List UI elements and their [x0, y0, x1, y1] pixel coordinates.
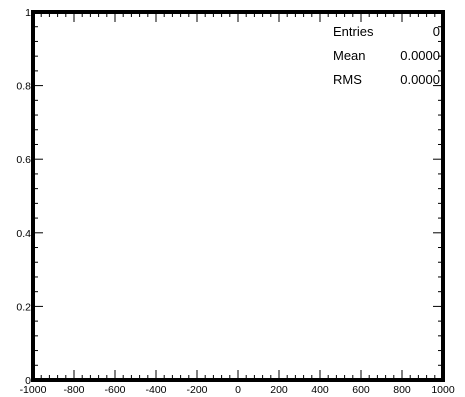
y-tick-label: 1: [25, 7, 31, 19]
y-tick-label: 0: [25, 375, 31, 387]
x-tick-label: 600: [352, 384, 370, 396]
stats-rms-label: RMS: [333, 72, 362, 87]
x-tick-label: 800: [393, 384, 411, 396]
plot-frame: [31, 10, 445, 382]
stats-entries-value: 0: [433, 24, 440, 39]
x-tick-label: 1000: [431, 384, 455, 396]
x-tick-label: 200: [270, 384, 288, 396]
x-axis-tick-labels: -1000 -800 -600 -400 -200 0 200 400 600 800 1000: [20, 384, 455, 396]
stats-mean-label: Mean: [333, 48, 366, 63]
x-tick-label: -200: [186, 384, 207, 396]
x-tick-label: -600: [104, 384, 125, 396]
y-axis: [33, 11, 443, 381]
x-tick-label: 400: [311, 384, 329, 396]
x-tick-label: -400: [145, 384, 166, 396]
stats-box: Entries 0 Mean 0.0000 RMS 0.0000: [333, 24, 440, 87]
stats-rms-value: 0.0000: [400, 72, 440, 87]
y-tick-label: 0.4: [16, 228, 31, 240]
x-tick-label: -1000: [20, 384, 47, 396]
y-tick-label: 0.8: [16, 81, 31, 93]
x-tick-label: -800: [63, 384, 84, 396]
x-tick-label: 0: [235, 384, 241, 396]
stats-entries-label: Entries: [333, 24, 374, 39]
y-tick-label: 0.2: [16, 301, 31, 313]
x-axis: [32, 12, 444, 380]
stats-mean-value: 0.0000: [400, 48, 440, 63]
y-tick-label: 0.6: [16, 154, 31, 166]
y-axis-tick-labels: 0 0.2 0.4 0.6 0.8 1: [16, 7, 31, 387]
